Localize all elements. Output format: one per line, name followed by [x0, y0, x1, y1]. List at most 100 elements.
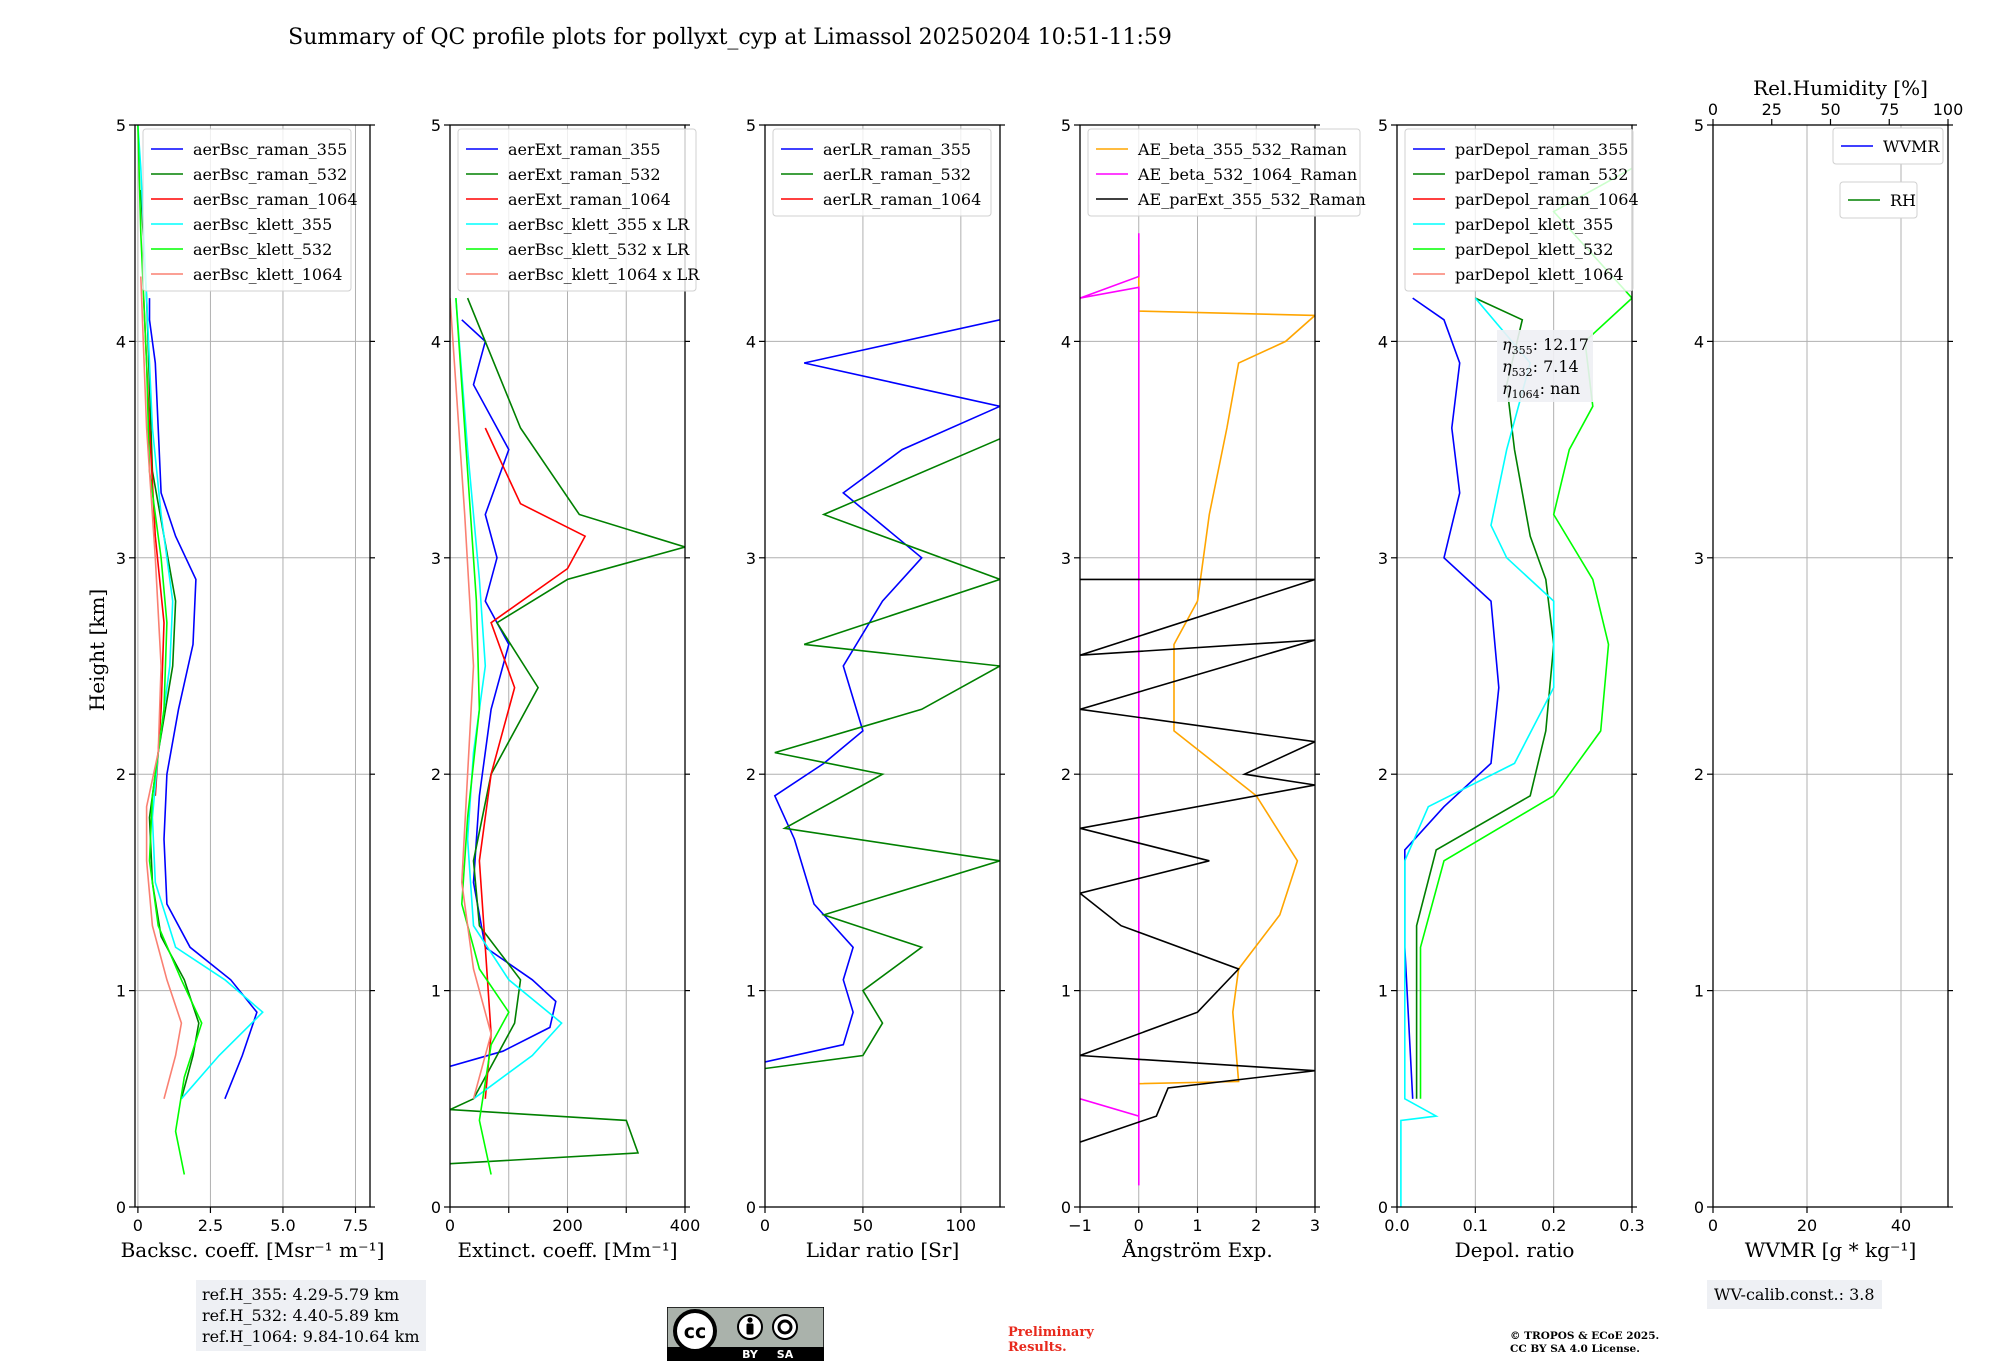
series-aerBsc-klett-532-x-LR: [455, 298, 510, 1175]
y-tick-label: 2: [1694, 765, 1704, 784]
cc-icon: [673, 1309, 717, 1353]
legend-label: aerLR_raman_532: [823, 165, 971, 184]
series-parDepol-klett-532: [1419, 167, 1632, 1099]
x-tick-label: 0.3: [1619, 1216, 1644, 1235]
y-tick-label: 2: [746, 765, 756, 784]
x-tick-label: 2.5: [198, 1216, 223, 1235]
copyright-line-2: CC BY SA 4.0 License.: [1510, 1343, 1640, 1355]
legend-label: aerBsc_raman_1064: [193, 190, 358, 209]
y-tick-label: 1: [431, 982, 441, 1001]
y-tick-label: 5: [1694, 116, 1704, 135]
axes-frame: [1396, 124, 1633, 1208]
series-aerExt-raman-532: [450, 297, 685, 1165]
series-aerBsc-klett-1064-x-LR: [450, 298, 492, 1100]
legend-box: [1087, 128, 1361, 217]
prelim-line-1: Preliminary: [1008, 1325, 1094, 1340]
legend-label: parDepol_raman_355: [1455, 140, 1628, 159]
axes-frame: [764, 124, 1001, 1208]
x-tick-label: 0: [1708, 1216, 1718, 1235]
top-tick-label: 50: [1820, 100, 1840, 119]
legend-label: aerBsc_klett_1064 x LR: [508, 265, 700, 284]
x-tick-label: 0: [445, 1216, 455, 1235]
legend-label: aerBsc_raman_532: [193, 165, 347, 184]
x-tick-label: 100: [946, 1216, 977, 1235]
legend-label: RH: [1890, 191, 1916, 210]
series-aerBsc-klett-355-x-LR: [455, 298, 563, 1100]
y-tick-label: 3: [1694, 549, 1704, 568]
y-tick-label: 4: [1061, 332, 1071, 351]
y-axis-label: Height [km]: [85, 589, 109, 711]
y-tick-label: 0: [1694, 1198, 1704, 1217]
y-tick-label: 1: [1378, 982, 1388, 1001]
y-tick-label: 5: [1378, 116, 1388, 135]
x-tick-label: 0.2: [1541, 1216, 1566, 1235]
legend-label: aerBsc_raman_355: [193, 140, 347, 159]
panel-wv: 0 20 40 WVMR [g * kg⁻¹] 0 1 2 3 4 5 WVMR RH 0 25 50 75 1…: [1694, 76, 1963, 1262]
legend-label: aerLR_raman_1064: [823, 190, 981, 209]
y-tick-label: 3: [1378, 549, 1388, 568]
legend-box: [1832, 127, 1944, 165]
y-tick-label: 0: [1378, 1198, 1388, 1217]
x-tick-label: 3: [1310, 1216, 1320, 1235]
ref-height-1064: ref.H_1064: 9.84-10.64 km: [202, 1327, 420, 1346]
legend-label: parDepol_klett_1064: [1455, 265, 1624, 284]
legend-label: aerBsc_klett_1064: [193, 265, 342, 284]
top-tick-label: 0: [1708, 100, 1718, 119]
x-tick-label: 0: [1134, 1216, 1144, 1235]
legend-label: aerBsc_klett_355: [193, 215, 332, 234]
eta-532: η532: 7.14: [1502, 357, 1579, 379]
y-tick-label: 4: [431, 332, 441, 351]
series-parDepol-raman-532: [1415, 297, 1555, 1099]
svg-text:cc: cc: [684, 1321, 707, 1343]
cc-by-sa-badge: cc BY SA: [667, 1307, 824, 1361]
series-parDepol-raman-355: [1404, 297, 1500, 1099]
preliminary-results-note: Preliminary Results.: [1008, 1325, 1094, 1355]
axes-frame: [1712, 124, 1949, 1208]
x-axis-label: Extinct. coeff. [Mm⁻¹]: [457, 1238, 677, 1262]
legend-label: aerExt_raman_532: [508, 165, 661, 184]
copyright-line-1: © TROPOS & ECoE 2025.: [1510, 1330, 1660, 1342]
series-AE-beta-532-1064-Raman: [1080, 233, 1140, 1186]
panel-dep: 0.0 0.1 0.2 0.3 Depol. ratio 0 1 2 3 4 5 parDepol_r…: [1378, 116, 1645, 1262]
y-tick-label: 1: [746, 982, 756, 1001]
legend-label: aerLR_raman_355: [823, 140, 971, 159]
ref-height-532: ref.H_532: 4.40-5.89 km: [202, 1306, 400, 1325]
series-parDepol-klett-355: [1400, 297, 1555, 1207]
x-tick-label: 0: [760, 1216, 770, 1235]
legend-label: AE_beta_355_532_Raman: [1137, 140, 1347, 159]
x-tick-label: 1: [1192, 1216, 1202, 1235]
x-tick-label: 7.5: [343, 1216, 368, 1235]
y-tick-label: 3: [116, 549, 126, 568]
x-axis-label: Depol. ratio: [1455, 1238, 1575, 1262]
prelim-line-2: Results.: [1008, 1340, 1067, 1355]
y-tick-label: 5: [746, 116, 756, 135]
legend-label: AE_beta_532_1064_Raman: [1137, 165, 1357, 184]
x-tick-label: 2: [1251, 1216, 1261, 1235]
x-tick-label: 50: [853, 1216, 873, 1235]
x-axis-label: Backsc. coeff. [Msr⁻¹ m⁻¹]: [121, 1238, 385, 1262]
copyright-note: © TROPOS & ECoE 2025. CC BY SA 4.0 Licen…: [1510, 1330, 1659, 1356]
top-tick-label: 75: [1879, 100, 1899, 119]
legend-label: parDepol_raman_1064: [1455, 190, 1639, 209]
wv-calib-constant: WV-calib.const.: 3.8: [1707, 1280, 1882, 1309]
axes-frame: [134, 124, 371, 1208]
x-axis-label: Lidar ratio [Sr]: [806, 1238, 960, 1262]
panel-bsc: 0 2.5 5.0 7.5 Backsc. coeff. [Msr⁻¹ m⁻¹] 0 1 2 3…: [116, 116, 385, 1262]
y-tick-label: 3: [1061, 549, 1071, 568]
top-tick-label: 100: [1933, 100, 1964, 119]
y-tick-label: 2: [431, 765, 441, 784]
x-tick-label: 400: [670, 1216, 701, 1235]
y-tick-label: 2: [1378, 765, 1388, 784]
top-axis-label: Rel.Humidity [%]: [1753, 76, 1928, 100]
y-tick-label: 4: [116, 332, 126, 351]
series-aerBsc-klett-532: [137, 125, 203, 1175]
legend-label: aerBsc_klett_355 x LR: [508, 215, 690, 234]
y-tick-label: 0: [1061, 1198, 1071, 1217]
sa-share-icon: [772, 1314, 798, 1340]
x-tick-label: −1: [1068, 1216, 1092, 1235]
y-tick-label: 0: [746, 1198, 756, 1217]
x-tick-label: 200: [552, 1216, 583, 1235]
y-tick-label: 4: [1694, 332, 1704, 351]
